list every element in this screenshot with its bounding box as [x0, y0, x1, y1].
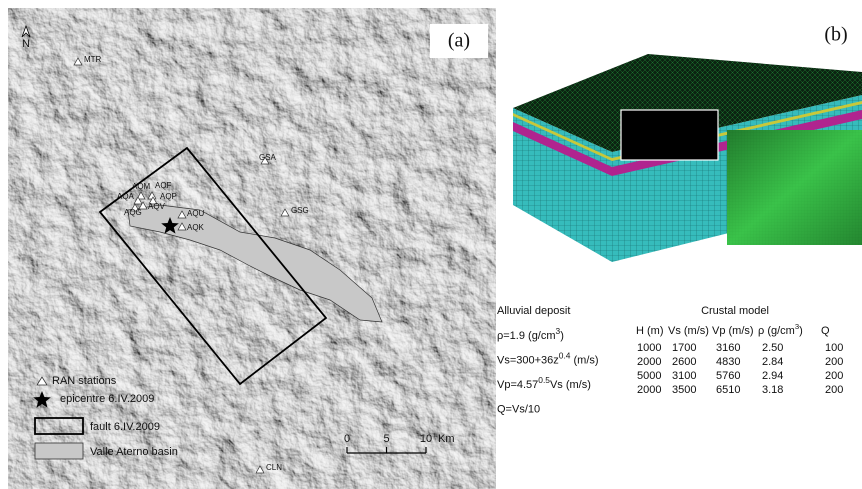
table-cell: 2000 — [637, 384, 661, 396]
table-cell: 1000 — [637, 342, 661, 354]
scale-label: 0 — [344, 433, 350, 445]
table-cell: 3.18 — [762, 384, 783, 396]
superscript: 0.5 — [538, 375, 550, 385]
table-cell: 3160 — [716, 342, 740, 354]
station-label: AQP — [160, 192, 177, 201]
table-cell: 200 — [825, 356, 843, 368]
panel-label: (b) — [824, 24, 847, 46]
table-header: Vp (m/s) — [712, 325, 754, 337]
north-label: N — [22, 38, 30, 50]
scale-label: 10 — [420, 433, 432, 445]
table-cell: 2.94 — [762, 370, 783, 382]
text-part: Vp (m/s) — [712, 325, 754, 337]
figure: MTR GSA GSG CLN AQM AQF AQA AQPAQV AQG AQU AQK (a)… — [0, 0, 862, 489]
legend-basin — [35, 443, 83, 459]
section-title: Alluvial deposit — [497, 305, 570, 317]
scale-unit: Km — [438, 433, 455, 445]
text-part: ρ (g/cm — [758, 325, 795, 337]
scale-label: 5 — [383, 433, 389, 445]
station-label: AQU — [187, 209, 205, 218]
mesh — [513, 54, 862, 262]
table-cell: 2000 — [637, 356, 661, 368]
table-cell: 2600 — [672, 356, 696, 368]
zoom-inset-shade — [727, 130, 862, 245]
station-label: MTR — [84, 55, 102, 64]
station-label: AQF — [155, 181, 172, 190]
legend-label: epicentre 6.IV.2009 — [60, 393, 154, 405]
table-cell: 4830 — [716, 356, 740, 368]
station-label: GSA — [259, 153, 277, 162]
table-cell: 200 — [825, 370, 843, 382]
crustal-table: Crustal model H (m) Vs (m/s)Vp (m/s) ρ (g/… — [636, 305, 843, 396]
text-part: Vp=4.57 — [497, 379, 538, 391]
station-label: AQM — [132, 182, 151, 191]
text-part: Q=Vs/10 — [497, 403, 540, 415]
station-label: AQG — [124, 208, 142, 217]
table-cell: 2.84 — [762, 356, 783, 368]
text-part: ) — [799, 325, 803, 337]
table-cell: 5000 — [637, 370, 661, 382]
table-header: Q — [821, 325, 830, 337]
alluvial-params: Alluvial deposit ρ=1.9 (g/cm3) Vs=300+36z… — [497, 305, 599, 416]
table-header: Vs (m/s) — [668, 325, 709, 337]
station-label: AQA — [117, 192, 135, 201]
table-cell: 1700 — [672, 342, 696, 354]
panel-label: (a) — [448, 30, 470, 52]
station-label: AQV — [148, 202, 166, 211]
zoom-box — [621, 110, 718, 160]
page: MTR GSA GSG CLN AQM AQF AQA AQPAQV AQG AQU AQK (a)… — [0, 0, 862, 489]
table-cell: 3500 — [672, 384, 696, 396]
table-cell: 5760 — [716, 370, 740, 382]
table-cell: 100 — [825, 342, 843, 354]
table-cell: 2.50 — [762, 342, 783, 354]
station-label: CLN — [266, 463, 282, 472]
table-cell: 3100 — [672, 370, 696, 382]
param-line: Vp=4.570.5Vs (m/s) — [497, 375, 591, 391]
station-label: AQK — [187, 223, 205, 232]
legend-label: Valle Aterno basin — [90, 446, 178, 458]
text-part: H (m) — [636, 325, 664, 337]
table-header: ρ (g/cm3) — [758, 322, 803, 337]
param-line: Vs=300+36z0.4 (m/s) — [497, 351, 599, 367]
param-line: Q=Vs/10 — [497, 403, 540, 415]
text-part: ρ=1.9 (g/cm — [497, 330, 556, 342]
text-part: Vs=300+36z — [497, 354, 559, 366]
table-cell: 200 — [825, 384, 843, 396]
text-part: Q — [821, 325, 830, 337]
legend-label: fault 6.IV.2009 — [90, 421, 160, 433]
param-line: ρ=1.9 (g/cm3) — [497, 326, 564, 342]
table-header: H (m) — [636, 325, 664, 337]
legend-label: RAN stations — [52, 375, 117, 387]
text-part: (m/s) — [570, 354, 598, 366]
text-part: Vs (m/s) — [668, 325, 709, 337]
section-title: Crustal model — [701, 305, 769, 317]
station-label: GSG — [291, 206, 309, 215]
table-cell: 6510 — [716, 384, 740, 396]
text-part: ) — [560, 330, 564, 342]
text-part: Vs (m/s) — [550, 379, 591, 391]
superscript: 0.4 — [559, 351, 571, 361]
